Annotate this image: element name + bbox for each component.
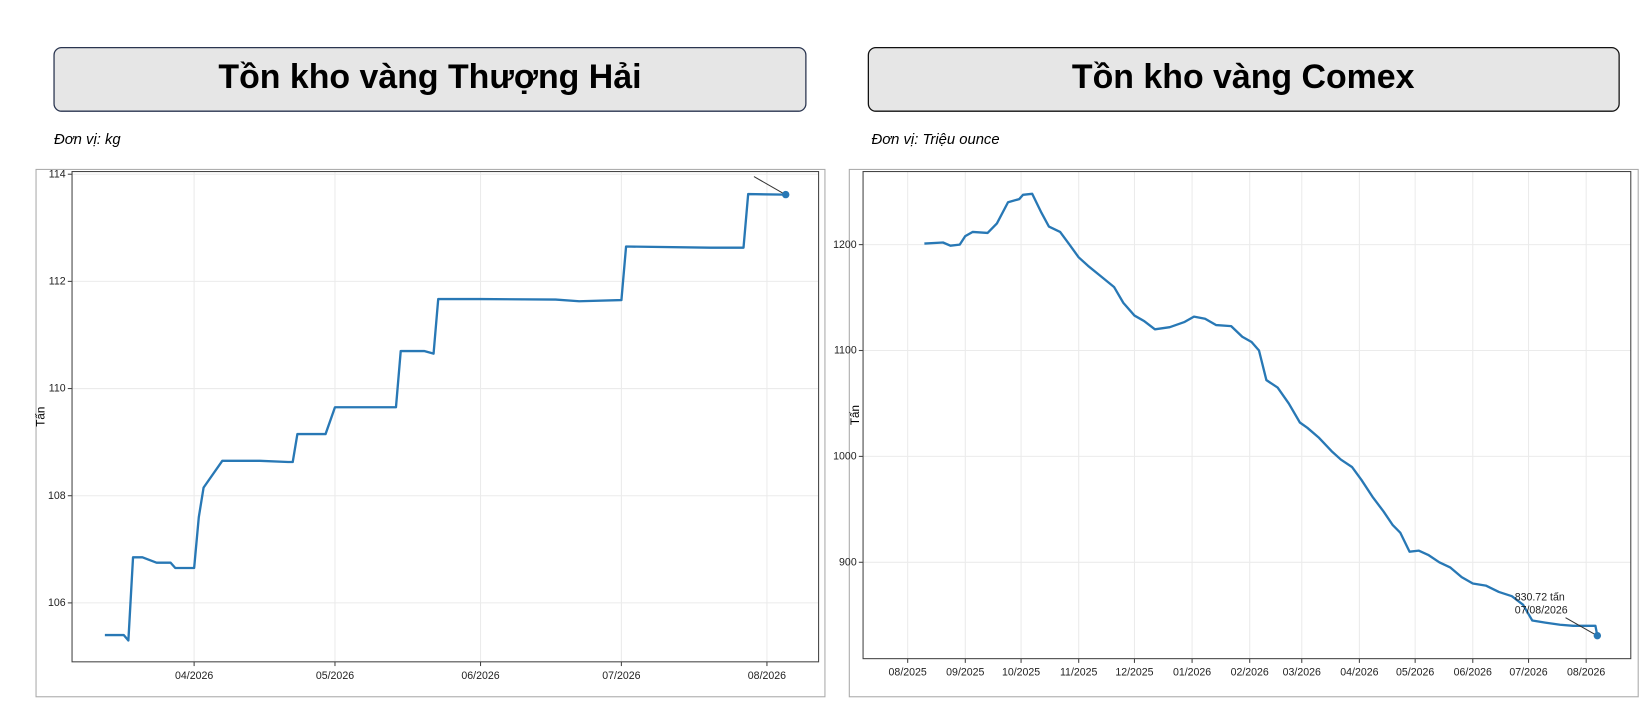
x-tick-label: 01/2026 (1173, 667, 1211, 679)
last-point (782, 190, 790, 199)
x-tick-label: 12/2025 (1115, 667, 1153, 679)
x-tick-label: 10/2025 (1002, 667, 1040, 679)
y-tick-label: 108 (48, 490, 66, 502)
x-tick-label: 11/2025 (1060, 667, 1098, 679)
y-tick-label: 1000 (833, 451, 857, 463)
y-tick-label: 1100 (834, 345, 857, 357)
unit-note: Đơn vị: kg (54, 132, 121, 148)
annotation-text: 07/08/2026 (1515, 604, 1568, 616)
last-point (1593, 631, 1602, 640)
y-tick-label: 110 (49, 383, 66, 395)
x-tick-label: 02/2026 (1231, 667, 1269, 679)
x-tick-label: 07/2026 (602, 670, 640, 682)
x-tick-label: 04/2026 (1340, 667, 1378, 679)
y-tick-label: 1200 (833, 239, 857, 251)
x-tick-label: 06/2026 (461, 670, 499, 682)
title-box (53, 47, 807, 112)
x-tick-label: 05/2026 (1396, 667, 1434, 679)
chart-frame (848, 168, 1639, 698)
data-line (104, 192, 786, 642)
x-tick-label: 06/2026 (1454, 667, 1492, 679)
x-tick-label: 07/2026 (1509, 667, 1547, 679)
plot-area (71, 171, 820, 663)
chart-frame (35, 168, 826, 698)
annotation-text: 830.72 tấn (1515, 592, 1565, 604)
annotation-arrow (1565, 617, 1596, 636)
y-axis-label: Tấn (35, 407, 48, 427)
data-line (924, 192, 1599, 636)
y-tick-label: 106 (48, 597, 66, 609)
y-axis-label: Tấn (849, 405, 862, 425)
x-tick-label: 05/2026 (316, 670, 354, 682)
y-tick-label: 112 (49, 276, 66, 288)
x-tick-label: 03/2026 (1283, 667, 1321, 679)
x-tick-label: 08/2025 (889, 667, 927, 679)
x-tick-label: 04/2026 (175, 670, 213, 682)
x-tick-label: 08/2026 (1567, 667, 1605, 679)
x-tick-label: 08/2026 (748, 670, 786, 682)
plot-area (862, 171, 1632, 660)
x-tick-label: 09/2025 (946, 667, 984, 679)
y-tick-label: 114 (49, 168, 66, 180)
chart-title: Tồn kho vàng Comex (1072, 58, 1415, 96)
annotation-arrow (753, 176, 784, 194)
y-tick-label: 900 (839, 556, 857, 568)
unit-note: Đơn vị: Triệu ounce (872, 132, 1000, 148)
title-box (867, 47, 1620, 112)
chart-title: Tồn kho vàng Thượng Hải (218, 58, 641, 96)
